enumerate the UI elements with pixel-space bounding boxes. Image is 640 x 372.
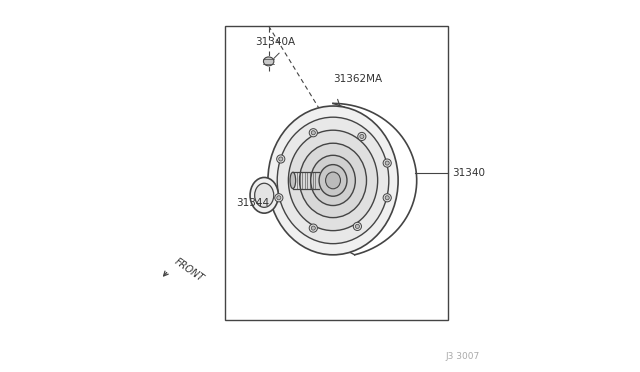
Ellipse shape (275, 194, 283, 202)
Ellipse shape (277, 117, 389, 244)
Ellipse shape (264, 57, 274, 66)
Ellipse shape (289, 130, 378, 231)
Ellipse shape (353, 222, 362, 231)
Ellipse shape (383, 194, 391, 202)
Ellipse shape (358, 132, 366, 141)
Ellipse shape (255, 183, 274, 207)
Text: J3 3007: J3 3007 (445, 352, 480, 361)
Ellipse shape (309, 224, 317, 232)
Text: 31362MA: 31362MA (333, 74, 382, 84)
Ellipse shape (268, 106, 398, 255)
Ellipse shape (385, 161, 389, 165)
Text: 31344: 31344 (236, 198, 269, 208)
Ellipse shape (383, 159, 391, 167)
Ellipse shape (319, 164, 347, 196)
Ellipse shape (276, 196, 281, 200)
Ellipse shape (355, 224, 360, 228)
Text: 31340A: 31340A (255, 36, 295, 46)
Bar (225, 26, 449, 320)
Ellipse shape (309, 129, 317, 137)
Ellipse shape (310, 155, 355, 205)
Ellipse shape (360, 134, 364, 138)
Ellipse shape (290, 172, 296, 189)
Text: FRONT: FRONT (173, 256, 206, 283)
Ellipse shape (385, 196, 389, 200)
Ellipse shape (311, 226, 316, 230)
Ellipse shape (326, 172, 340, 189)
Ellipse shape (250, 177, 278, 213)
Ellipse shape (278, 157, 283, 161)
Ellipse shape (300, 143, 367, 218)
Text: 31340: 31340 (452, 168, 485, 178)
Ellipse shape (311, 131, 316, 135)
Ellipse shape (276, 155, 285, 163)
